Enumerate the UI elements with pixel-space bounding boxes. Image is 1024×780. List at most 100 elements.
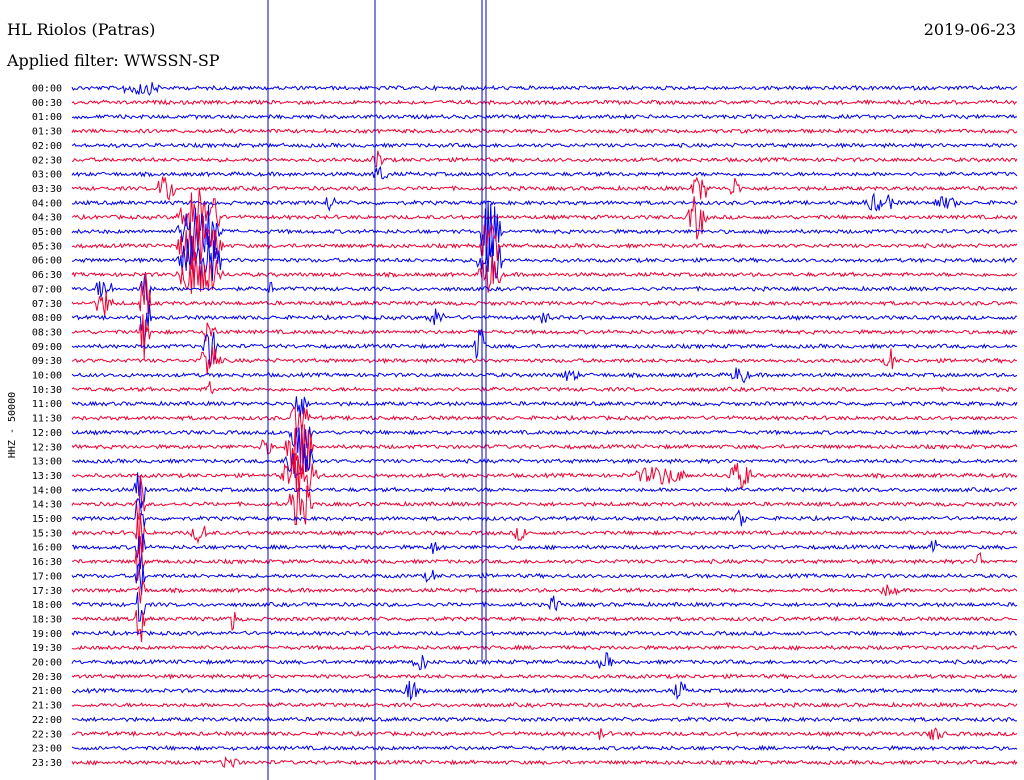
trace-row bbox=[71, 328, 1018, 368]
trace-row bbox=[71, 498, 1018, 528]
trace-row bbox=[71, 272, 1018, 316]
trace-row bbox=[71, 727, 1018, 741]
time-tick-label: 14:30 bbox=[32, 500, 62, 511]
time-tick-label: 18:00 bbox=[32, 600, 62, 611]
trace-row bbox=[71, 214, 1018, 270]
trace-row bbox=[72, 536, 1018, 581]
trace-row bbox=[71, 673, 1018, 680]
trace-group bbox=[71, 0, 1018, 780]
trace-row bbox=[71, 272, 1018, 304]
trace-row bbox=[71, 453, 1018, 499]
station-title: HL Riolos (Patras) bbox=[7, 20, 156, 39]
trace-row bbox=[71, 188, 1018, 240]
time-tick-label: 23:00 bbox=[32, 744, 62, 755]
trace-row bbox=[71, 367, 1018, 384]
time-tick-label: 16:30 bbox=[32, 557, 62, 568]
trace-row bbox=[71, 533, 1018, 570]
trace-row bbox=[71, 629, 1017, 637]
time-tick-label: 11:30 bbox=[32, 414, 62, 425]
trace-row bbox=[71, 176, 1018, 201]
time-tick-label: 09:30 bbox=[32, 356, 62, 367]
time-tick-label: 15:00 bbox=[32, 514, 62, 525]
time-tick-label: 03:00 bbox=[32, 170, 62, 181]
time-tick-label: 04:00 bbox=[32, 198, 62, 209]
trace-row bbox=[71, 651, 1018, 671]
time-tick-label: 19:00 bbox=[32, 629, 62, 640]
time-tick-label: 21:30 bbox=[32, 701, 62, 712]
trace-row bbox=[71, 424, 1018, 475]
time-tick-label: 06:00 bbox=[32, 256, 62, 267]
trace-row bbox=[71, 701, 1018, 709]
time-tick-label: 11:00 bbox=[32, 399, 62, 410]
trace-row bbox=[71, 680, 1018, 702]
trace-row bbox=[71, 610, 1018, 643]
time-tick-label: 12:00 bbox=[32, 428, 62, 439]
time-tick-label: 08:30 bbox=[32, 327, 62, 338]
trace-row bbox=[71, 406, 1018, 435]
time-tick-label: 02:30 bbox=[32, 155, 62, 166]
time-tick-label: 14:00 bbox=[32, 485, 62, 496]
trace-row bbox=[71, 513, 1018, 555]
trace-row bbox=[71, 475, 1018, 526]
time-tick-label: 05:00 bbox=[32, 227, 62, 238]
trace-row bbox=[71, 303, 1018, 344]
time-tick-label: 18:30 bbox=[32, 614, 62, 625]
time-tick-label: 22:30 bbox=[32, 729, 62, 740]
trace-row bbox=[71, 472, 1018, 509]
time-tick-label: 00:30 bbox=[32, 98, 62, 109]
trace-row bbox=[71, 396, 1018, 418]
time-tick-label: 09:00 bbox=[32, 342, 62, 353]
trace-row bbox=[71, 200, 1018, 261]
time-tick-label: 17:00 bbox=[32, 571, 62, 582]
trace-row bbox=[71, 113, 1018, 121]
time-tick-label: 04:30 bbox=[32, 213, 62, 224]
time-tick-label: 05:30 bbox=[32, 241, 62, 252]
time-tick-label: 12:30 bbox=[32, 442, 62, 453]
time-tick-label: 23:30 bbox=[32, 758, 62, 769]
plot-date: 2019-06-23 bbox=[923, 20, 1016, 39]
trace-row bbox=[71, 579, 1018, 604]
time-tick-label: 10:30 bbox=[32, 385, 62, 396]
time-tick-label: 07:30 bbox=[32, 299, 62, 310]
trace-row bbox=[71, 150, 1018, 168]
trace-row bbox=[71, 443, 1018, 479]
time-tick-label: 21:00 bbox=[32, 686, 62, 697]
trace-row bbox=[71, 127, 1018, 135]
time-tick-labels: 00:00 00:30 01:00 01:30 02:00 02:30 03:00 03:30… bbox=[32, 84, 62, 769]
trace-row bbox=[71, 346, 1018, 376]
time-tick-label: 20:30 bbox=[32, 672, 62, 683]
time-tick-label: 13:00 bbox=[32, 457, 62, 468]
time-tick-label: 13:30 bbox=[32, 471, 62, 482]
time-tick-label: 01:30 bbox=[32, 127, 62, 138]
time-tick-label: 03:30 bbox=[32, 184, 62, 195]
trace-row bbox=[71, 716, 1018, 723]
time-tick-label: 08:00 bbox=[32, 313, 62, 324]
trace-row bbox=[71, 98, 1018, 106]
trace-row bbox=[71, 562, 1018, 595]
time-tick-label: 20:00 bbox=[32, 658, 62, 669]
trace-row bbox=[71, 425, 1018, 463]
filter-label: Applied filter: WWSSN-SP bbox=[7, 51, 220, 70]
trace-row bbox=[71, 314, 1017, 360]
time-tick-label: 16:00 bbox=[32, 543, 62, 554]
trace-row bbox=[71, 592, 1018, 622]
time-tick-label: 00:00 bbox=[32, 84, 62, 95]
trace-row bbox=[71, 744, 1018, 752]
time-tick-label: 19:30 bbox=[32, 643, 62, 654]
time-tick-label: 15:30 bbox=[32, 528, 62, 539]
trace-row bbox=[71, 192, 1018, 212]
time-tick-label: 07:00 bbox=[32, 284, 62, 295]
trace-row bbox=[71, 235, 1018, 282]
time-tick-label: 22:00 bbox=[32, 715, 62, 726]
time-tick-label: 17:30 bbox=[32, 586, 62, 597]
trace-row bbox=[71, 644, 1018, 651]
trace-row bbox=[71, 755, 1018, 769]
trace-row bbox=[71, 142, 1018, 149]
time-tick-label: 02:00 bbox=[32, 141, 62, 152]
time-tick-label: 10:00 bbox=[32, 371, 62, 382]
trace-row bbox=[71, 165, 1018, 180]
trace-row bbox=[71, 82, 1018, 96]
y-axis-label: HHZ - 50000 bbox=[7, 392, 18, 458]
time-tick-label: 06:30 bbox=[32, 270, 62, 281]
